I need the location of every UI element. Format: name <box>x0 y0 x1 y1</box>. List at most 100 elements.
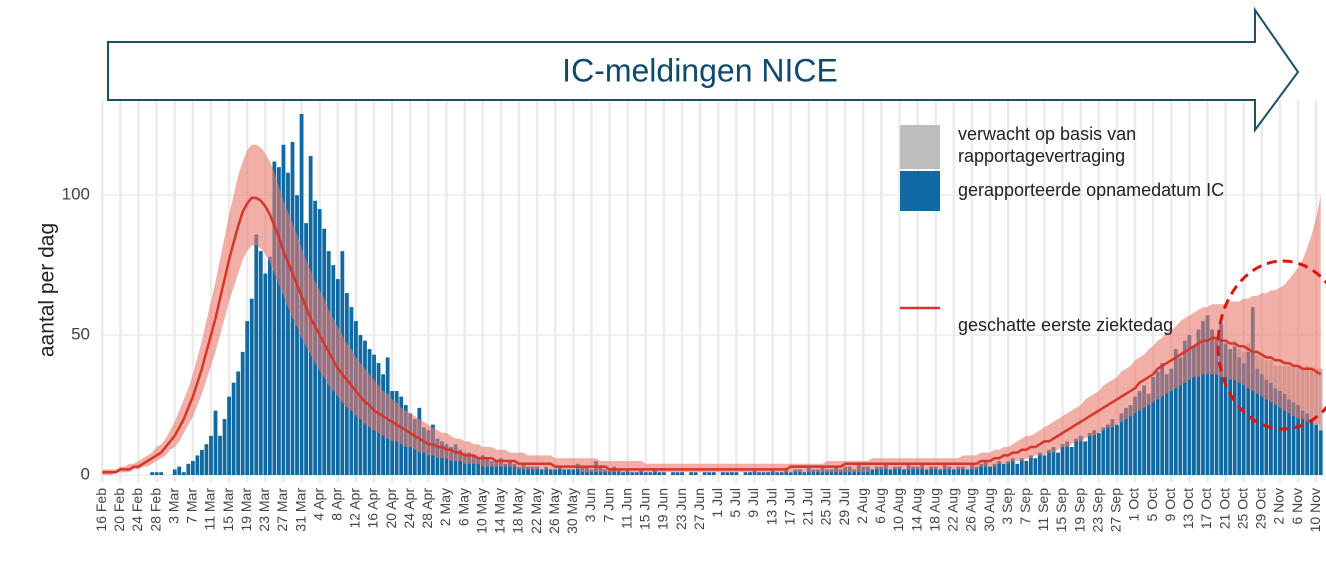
x-tick-label: 28 Apr <box>419 488 435 529</box>
bar <box>1137 391 1142 476</box>
bar <box>1192 346 1196 476</box>
bar <box>689 472 694 476</box>
bar <box>974 466 979 476</box>
bar <box>281 144 286 476</box>
x-tick-label: 31 Mar <box>292 488 308 532</box>
bar <box>883 463 888 476</box>
bar <box>711 472 716 476</box>
bar <box>530 466 535 476</box>
bar <box>874 466 879 476</box>
bar <box>757 472 761 476</box>
bar <box>1146 393 1151 476</box>
title-arrow <box>107 6 1300 134</box>
bar <box>752 469 757 476</box>
bar <box>1047 449 1051 476</box>
bar <box>1056 452 1060 476</box>
legend: verwacht op basis van rapportagevertragin… <box>900 124 1224 335</box>
bar <box>734 472 739 476</box>
x-tick-label: 20 Apr <box>383 488 399 529</box>
bar <box>1001 463 1006 476</box>
bar <box>725 472 730 476</box>
bar <box>888 469 893 476</box>
legend-label-line: gerapporteerde opnamedatum IC <box>958 180 1224 200</box>
x-tick-label: 29 Jul <box>836 488 852 525</box>
x-tick-label: 21 Oct <box>1216 488 1232 529</box>
bar <box>657 472 662 476</box>
bar <box>825 469 829 476</box>
x-tick-label: 16 Feb <box>93 488 109 532</box>
x-tick-label: 15 Mar <box>220 488 236 532</box>
bar <box>920 463 925 476</box>
x-tick-label: 2 Nov <box>1271 488 1287 525</box>
bar <box>1173 349 1178 476</box>
bar <box>603 469 607 476</box>
legend-label: verwacht op basis van rapportagevertragin… <box>958 124 1136 166</box>
bar <box>1250 307 1255 476</box>
bar <box>933 466 938 476</box>
bar <box>1232 346 1237 476</box>
x-tick-label: 1 Oct <box>1126 488 1142 522</box>
bar <box>779 472 784 476</box>
bar <box>1182 340 1187 476</box>
bar <box>1300 410 1305 476</box>
bar <box>489 461 494 476</box>
bar <box>1155 371 1160 476</box>
bar <box>938 469 943 476</box>
x-tick-label: 5 Oct <box>1144 488 1160 522</box>
bar <box>960 466 965 476</box>
bar <box>1105 424 1110 476</box>
x-tick-label: 5 Jul <box>727 488 743 518</box>
bar <box>1223 343 1228 476</box>
bar <box>621 472 626 476</box>
bar <box>1282 393 1287 476</box>
legend-label-line: geschatte eerste ziektedag <box>958 315 1173 335</box>
legend-swatch <box>900 171 940 211</box>
x-tick-label: 6 May <box>455 488 471 526</box>
bar <box>1219 323 1223 476</box>
bar <box>924 469 929 476</box>
bar <box>761 472 766 476</box>
x-tick-label: 16 Apr <box>365 488 381 529</box>
x-tick-label: 14 Aug <box>908 488 924 532</box>
bar <box>258 251 263 476</box>
chart-title: IC-meldingen NICE <box>562 52 838 88</box>
bar <box>295 195 299 476</box>
x-tick-label: 3 Jun <box>582 488 598 522</box>
bar <box>566 469 571 476</box>
bar <box>444 444 449 476</box>
bar <box>1087 433 1092 476</box>
bar <box>1110 419 1115 476</box>
bar <box>458 449 463 476</box>
x-tick-label: 26 May <box>546 488 562 534</box>
bar <box>648 472 653 476</box>
bar <box>775 472 780 476</box>
bar <box>209 435 213 476</box>
bar <box>1318 368 1323 431</box>
bar <box>852 469 857 476</box>
x-tick-label: 3 Sep <box>999 488 1015 525</box>
y-axis-label: aantal per dag <box>36 223 59 357</box>
bar <box>992 463 997 476</box>
bar <box>1187 335 1192 476</box>
bar <box>1033 458 1038 476</box>
x-tick-label: 15 Sep <box>1053 488 1069 533</box>
x-tick-label: 7 Jun <box>600 488 616 522</box>
bar <box>680 472 684 476</box>
bar <box>503 463 508 476</box>
bar <box>702 472 707 476</box>
bar <box>997 461 1002 476</box>
bar <box>240 351 245 476</box>
bar <box>816 469 820 476</box>
bar <box>1006 461 1011 476</box>
x-tick-label: 21 Jul <box>800 488 816 525</box>
bar <box>1128 405 1133 476</box>
x-tick-label: 30 May <box>564 488 580 534</box>
bar <box>190 461 195 476</box>
bar <box>838 469 843 476</box>
bar <box>897 466 902 476</box>
x-tick-label: 13 Oct <box>1180 488 1196 529</box>
bar <box>1060 444 1065 476</box>
bar <box>304 223 309 476</box>
x-tick-label: 28 Feb <box>147 488 163 532</box>
bar <box>263 273 268 476</box>
